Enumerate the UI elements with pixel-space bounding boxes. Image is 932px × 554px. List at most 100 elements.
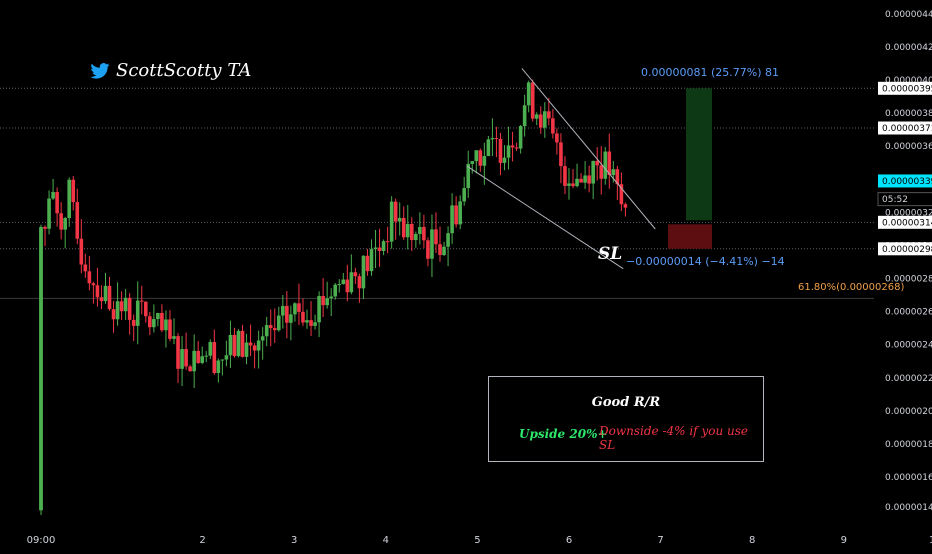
candle-body (260, 336, 265, 341)
candle-body (591, 160, 595, 184)
x-axis[interactable]: 09:00 2 3 4 5 6 7 8 9 10 (27, 535, 932, 546)
x-tick-label: 9 (841, 535, 847, 546)
candle-body (135, 300, 140, 326)
candle-body (377, 247, 382, 252)
candle-body (325, 298, 329, 306)
candle-body (143, 301, 148, 317)
candle-body (426, 240, 430, 259)
candle-body (611, 169, 616, 175)
candle-body (579, 178, 583, 183)
candle-body (575, 178, 579, 187)
candle-body (204, 355, 209, 357)
candle-body (289, 314, 293, 323)
candle-body (409, 223, 414, 241)
candle-body (71, 179, 76, 203)
price-tag-label: 0.00000314 (882, 218, 932, 228)
twitter-bird-icon (90, 62, 110, 79)
candle-body (381, 241, 386, 252)
candle-body (333, 284, 338, 297)
candle-body (357, 276, 362, 289)
x-tick-label: 4 (383, 535, 389, 546)
candle-body (526, 82, 531, 106)
candle-body (91, 283, 96, 286)
candle-body (494, 138, 499, 140)
candle-body (301, 311, 305, 323)
candle-body (619, 184, 624, 205)
loss-zone[interactable] (668, 224, 712, 249)
candle-body (87, 271, 92, 284)
candle-body (192, 350, 196, 372)
price-tag (878, 121, 932, 135)
price-tags: 0.00000395 0.00000371 0.00000339 05:52 0.000… (877, 81, 932, 256)
price-tag (878, 81, 932, 95)
candle-body (369, 249, 374, 272)
trendlines[interactable] (466, 68, 656, 270)
candle-body (200, 356, 205, 363)
candle-body (281, 305, 285, 316)
profit-zone[interactable] (686, 88, 712, 221)
candle-body (450, 205, 454, 234)
candle-body (422, 226, 426, 241)
candle-body (522, 105, 527, 127)
candle-body (349, 272, 354, 293)
candle-body (95, 285, 100, 298)
candle-body (164, 319, 168, 331)
price-level-lines (0, 87, 874, 299)
x-tick-label: 7 (657, 535, 663, 546)
info-box-title: Good R/R (591, 395, 661, 410)
candle-body (43, 226, 47, 229)
candle-body (309, 320, 313, 326)
candle-body (63, 218, 67, 230)
candle-body (470, 161, 475, 164)
candle-body (256, 340, 261, 351)
candle-body (474, 150, 479, 162)
candle-body (498, 138, 503, 163)
candle-body (446, 233, 450, 247)
candle-body (486, 139, 491, 157)
candle-body (530, 82, 535, 119)
info-box[interactable]: Good R/R Upside 20%+ Downside -4% if you… (488, 376, 764, 462)
candle-body (502, 157, 507, 163)
candle-body (264, 325, 269, 337)
candle-body (216, 360, 221, 373)
candle-body (567, 183, 571, 186)
candle-body (607, 151, 612, 175)
candle-body (79, 238, 84, 265)
candle-body (518, 126, 523, 149)
trendline[interactable] (466, 165, 624, 270)
candle-body (131, 319, 136, 326)
candle-body (559, 142, 563, 167)
candle-body (365, 255, 370, 272)
x-tick-label: 2 (199, 535, 205, 546)
candle-body (228, 334, 233, 356)
candle-body (252, 345, 257, 351)
candle-body (272, 328, 277, 331)
y-tick-label: 0.00000142 (885, 503, 932, 513)
trendline[interactable] (521, 68, 656, 230)
candle-body (119, 301, 124, 312)
candle-body (341, 279, 346, 285)
candle-body (240, 330, 245, 357)
candle-body (55, 192, 59, 214)
candle-body (466, 163, 471, 189)
candle-body (168, 319, 172, 339)
candle-body (555, 133, 559, 143)
candle-body (397, 217, 402, 222)
candle-body (115, 301, 120, 320)
candle-body (401, 217, 406, 238)
candle-body (107, 285, 112, 310)
candle-body (430, 229, 434, 259)
candle-body (313, 322, 317, 326)
price-tag-label: 0.00000339 (882, 177, 932, 187)
candle-body (127, 297, 132, 320)
candle-body (595, 160, 599, 166)
candle-body (514, 147, 519, 149)
candle-body (67, 179, 72, 219)
